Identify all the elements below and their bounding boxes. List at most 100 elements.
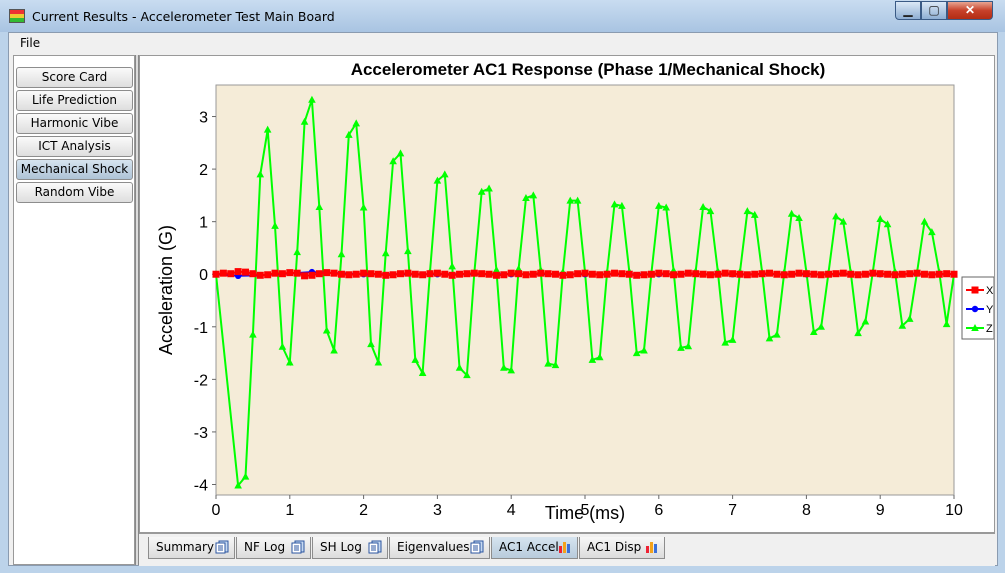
x-point — [219, 269, 227, 277]
x-point — [308, 271, 316, 279]
x-point — [729, 270, 737, 278]
z-point — [883, 220, 892, 228]
tab-label: NF Log — [244, 540, 286, 554]
z-point — [263, 125, 272, 133]
minimize-button[interactable]: ▁ — [895, 1, 921, 20]
x-point — [337, 270, 345, 278]
sidebar-item-random-vibe[interactable]: Random Vibe — [16, 182, 133, 203]
x-point — [751, 270, 759, 278]
x-point — [522, 271, 530, 279]
z-point — [544, 359, 552, 367]
z-point — [787, 209, 796, 217]
document-icon — [291, 540, 305, 554]
z-point — [396, 149, 405, 157]
x-tick-label: 4 — [507, 502, 516, 519]
bar-chart-icon — [559, 542, 570, 553]
z-point — [440, 170, 449, 178]
close-button[interactable]: ✕ — [947, 1, 993, 20]
x-point — [891, 271, 899, 279]
x-point — [618, 270, 626, 278]
tab-eigenvalues[interactable]: Eigenvalues — [389, 537, 490, 559]
tab-summary[interactable]: Summary — [148, 537, 235, 559]
x-point — [898, 270, 906, 278]
z-point — [632, 349, 641, 357]
app-icon — [9, 9, 25, 23]
x-point — [971, 286, 979, 294]
tab-ac1-disp[interactable]: AC1 Disp — [579, 537, 665, 559]
y-tick-label: 0 — [199, 267, 208, 284]
x-point — [706, 271, 714, 279]
x-point — [500, 271, 508, 279]
x-point — [588, 270, 596, 278]
x-point — [928, 271, 936, 279]
x-tick-label: 8 — [802, 502, 811, 519]
x-point — [286, 269, 294, 277]
x-tick-label: 5 — [581, 502, 590, 519]
x-point — [264, 271, 272, 279]
x-point — [802, 270, 810, 278]
x-point — [256, 271, 264, 279]
x-point — [655, 269, 663, 277]
legend-label-y: Y — [986, 304, 994, 316]
sidebar-item-harmonic-vibe[interactable]: Harmonic Vibe — [16, 113, 133, 134]
z-point — [861, 317, 870, 325]
sidebar-item-score-card[interactable]: Score Card — [16, 67, 133, 88]
x-point — [227, 270, 235, 278]
tab-sh-log[interactable]: SH Log — [312, 537, 388, 559]
z-point — [928, 228, 936, 236]
sidebar-item-ict-analysis[interactable]: ICT Analysis — [16, 136, 133, 157]
x-tick-label: 6 — [654, 502, 663, 519]
z-point — [876, 215, 884, 223]
x-point — [640, 271, 648, 279]
legend-label-x: X — [986, 285, 994, 297]
sidebar-item-mechanical-shock[interactable]: Mechanical Shock — [16, 159, 133, 180]
tab-ac1-accel[interactable]: AC1 Accel — [491, 537, 578, 559]
z-point — [411, 355, 420, 363]
x-point — [485, 270, 493, 278]
z-point — [721, 338, 730, 346]
split-pane-divider[interactable] — [135, 55, 139, 565]
x-point — [551, 270, 559, 278]
z-point — [418, 369, 427, 377]
series-x — [212, 268, 958, 280]
x-point — [773, 270, 781, 278]
z-point — [905, 314, 914, 322]
x-point — [515, 270, 523, 278]
x-point — [367, 270, 375, 278]
maximize-button[interactable]: ▢ — [921, 1, 947, 20]
z-point — [765, 334, 774, 342]
y-point — [971, 305, 979, 313]
axes: 0 1 2 3 4 5 6 7 8 9 10 -4 -3 -2 -1 0 1 2 3 — [194, 110, 963, 519]
x-point — [743, 271, 751, 279]
menu-file[interactable]: File — [20, 36, 41, 50]
z-point — [455, 363, 464, 371]
x-point — [529, 270, 537, 278]
x-point — [869, 269, 877, 277]
z-point — [743, 207, 752, 215]
z-point — [330, 346, 338, 354]
x-point — [382, 271, 390, 279]
z-point — [241, 472, 250, 480]
x-point — [389, 271, 397, 279]
z-point — [500, 363, 508, 371]
x-tick-label: 0 — [212, 502, 221, 519]
z-point — [640, 346, 648, 354]
tab-nf-log[interactable]: NF Log — [236, 537, 311, 559]
x-point — [825, 270, 833, 278]
x-point — [301, 272, 309, 280]
z-point — [256, 170, 265, 178]
x-point — [596, 271, 604, 279]
x-point — [662, 270, 670, 278]
x-point — [670, 271, 678, 279]
y-tick-label: -4 — [194, 477, 208, 494]
x-point — [780, 271, 788, 279]
x-point — [278, 270, 286, 278]
title-bar[interactable]: Current Results - Accelerometer Test Mai… — [0, 0, 1005, 32]
sidebar: Score Card Life Prediction Harmonic Vibe… — [13, 55, 135, 565]
sidebar-item-life-prediction[interactable]: Life Prediction — [16, 90, 133, 111]
x-point — [677, 270, 685, 278]
z-point — [359, 203, 368, 211]
y-tick-label: -1 — [194, 320, 208, 337]
z-point — [315, 202, 324, 210]
z-point — [345, 130, 353, 138]
